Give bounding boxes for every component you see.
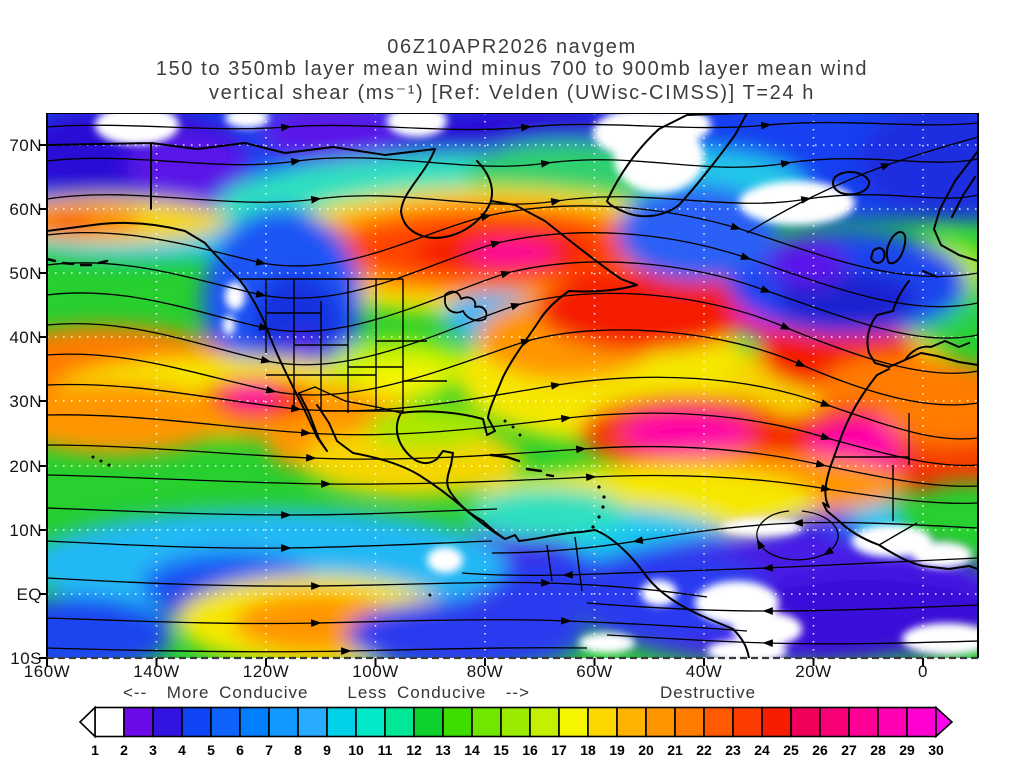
lon-tick-label: 60W bbox=[576, 662, 613, 681]
colorbar-number: 24 bbox=[754, 742, 770, 758]
colorbar-cell bbox=[645, 706, 676, 738]
colorbar-number: 6 bbox=[236, 742, 244, 758]
colorbar-cell bbox=[529, 706, 560, 738]
colorbar-left-arrow bbox=[78, 706, 96, 739]
colorbar-cell bbox=[587, 706, 618, 738]
colorbar-number: 3 bbox=[149, 742, 157, 758]
colorbar-cell bbox=[906, 706, 937, 738]
colorbar-number: 14 bbox=[464, 742, 480, 758]
colorbar-cell bbox=[790, 706, 821, 738]
lat-tick-label: 10S bbox=[10, 648, 42, 668]
lat-tick-label: EQ bbox=[16, 584, 42, 604]
streamlines bbox=[47, 121, 978, 656]
lon-tick-label: 80W bbox=[466, 662, 504, 681]
colorbar-cell bbox=[239, 706, 270, 738]
colorbar-number: 22 bbox=[696, 742, 712, 758]
colorbar-number: 12 bbox=[406, 742, 422, 758]
small-islands bbox=[91, 419, 606, 597]
lat-tick-label: 20N bbox=[9, 456, 42, 476]
political-borders bbox=[239, 278, 918, 592]
colorbar-cell bbox=[210, 706, 241, 738]
colorbar-cell bbox=[848, 706, 879, 738]
colorbar-cell bbox=[123, 706, 154, 738]
title-layer-description: 150 to 350mb layer mean wind minus 700 t… bbox=[155, 58, 869, 80]
colorbar-number: 30 bbox=[928, 742, 944, 758]
colorbar-cell bbox=[500, 706, 531, 738]
colorbar-cell bbox=[181, 706, 212, 738]
colorbar-cell bbox=[268, 706, 299, 738]
colorbar-number: 9 bbox=[323, 742, 331, 758]
legend-conducive-label: <-- More Conducive Less Conducive --> bbox=[123, 683, 531, 702]
lat-tick-label: 30N bbox=[9, 392, 42, 412]
colorbar-number: 1 bbox=[91, 742, 99, 758]
lon-tick-label: 160W bbox=[23, 662, 71, 681]
colorbar-number: 27 bbox=[841, 742, 857, 758]
colorbar-number: 4 bbox=[178, 742, 186, 758]
colorbar-number: 25 bbox=[783, 742, 799, 758]
colorbar-cell bbox=[558, 706, 589, 738]
map-frame bbox=[39, 113, 979, 666]
lon-tick-label: 0 bbox=[918, 662, 928, 681]
lon-tick-label: 140W bbox=[133, 662, 180, 681]
colorbar-cell bbox=[326, 706, 357, 738]
colorbar-cell bbox=[413, 706, 444, 738]
colorbar-number: 15 bbox=[493, 742, 509, 758]
colorbar-number: 8 bbox=[294, 742, 302, 758]
colorbar-cell bbox=[94, 706, 125, 738]
colorbar-number: 10 bbox=[348, 742, 364, 758]
colorbar-cell bbox=[703, 706, 734, 738]
colorbar-cell bbox=[616, 706, 647, 738]
colorbar-cell bbox=[877, 706, 908, 738]
colorbar-cell bbox=[819, 706, 850, 738]
colorbar-number: 17 bbox=[551, 742, 567, 758]
lat-tick-label: 70N bbox=[9, 136, 42, 155]
colorbar-number: 11 bbox=[377, 742, 393, 758]
colorbar-number: 5 bbox=[207, 742, 215, 758]
colorbar-cell bbox=[152, 706, 183, 738]
colorbar-number: 16 bbox=[522, 742, 538, 758]
title-model-run: 06Z10APR2026 navgem bbox=[387, 36, 637, 58]
lon-tick-label: 100W bbox=[352, 662, 399, 681]
coastlines bbox=[47, 113, 978, 658]
lat-tick-label: 10N bbox=[9, 520, 42, 540]
colorbar-cell bbox=[355, 706, 386, 738]
colorbar-cell bbox=[732, 706, 763, 738]
legend-destructive-label: Destructive bbox=[660, 683, 757, 702]
colorbar-number: 21 bbox=[667, 742, 683, 758]
colorbar-cell bbox=[674, 706, 705, 738]
colorbar-number: 18 bbox=[580, 742, 596, 758]
lon-tick-label: 120W bbox=[242, 662, 290, 681]
colorbar-number: 29 bbox=[899, 742, 915, 758]
lon-tick-label: 40W bbox=[685, 662, 723, 681]
colorbar-cell bbox=[761, 706, 792, 738]
colorbar-svg bbox=[78, 706, 954, 739]
colorbar-number: 19 bbox=[609, 742, 625, 758]
colorbar-number: 20 bbox=[638, 742, 654, 758]
title-variable-reference: vertical shear (ms⁻¹) [Ref: Velden (UWis… bbox=[208, 82, 816, 104]
colorbar-number: 7 bbox=[265, 742, 273, 758]
lon-tick-label: 20W bbox=[795, 662, 832, 681]
colorbar-cell bbox=[384, 706, 415, 738]
lat-tick-label: 40N bbox=[9, 328, 42, 348]
lat-tick-label: 50N bbox=[9, 264, 42, 284]
colorbar-number: 23 bbox=[725, 742, 741, 758]
colorbar-number: 28 bbox=[870, 742, 886, 758]
colorbar-cell bbox=[297, 706, 328, 738]
shear-map bbox=[39, 113, 979, 666]
colorbar-number: 26 bbox=[812, 742, 828, 758]
colorbar-cell bbox=[471, 706, 502, 738]
colorbar-right-arrow bbox=[935, 706, 954, 739]
shear-field bbox=[47, 113, 978, 658]
lat-tick-label: 60N bbox=[9, 200, 42, 220]
colorbar-cell bbox=[442, 706, 473, 738]
colorbar-number: 13 bbox=[435, 742, 451, 758]
colorbar-number: 2 bbox=[120, 742, 128, 758]
